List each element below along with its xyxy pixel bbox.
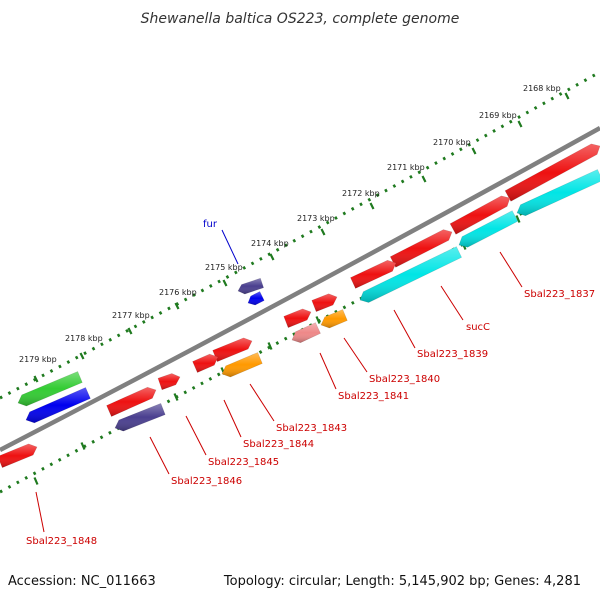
inner-major-tick xyxy=(515,215,521,223)
outer-major-tick xyxy=(320,228,326,236)
outer-major-tick xyxy=(369,202,375,210)
kbp-label: 2174 kbp xyxy=(251,239,289,248)
gene-feature-sbal223-1844-shading xyxy=(192,354,218,373)
inner-scale-ring xyxy=(0,170,600,494)
inner-major-tick xyxy=(315,316,321,324)
leader-sbal223-1845 xyxy=(185,415,207,456)
gene-features xyxy=(0,143,600,468)
leader-sbal223-1843 xyxy=(249,383,275,422)
kbp-label: 2179 kbp xyxy=(19,355,57,364)
inner-major-tick xyxy=(33,477,39,485)
leader-sbal223-1839 xyxy=(393,309,416,349)
kbp-label: 2178 kbp xyxy=(65,334,103,343)
inner-major-tick xyxy=(173,393,179,401)
gene-feature-fur-shading xyxy=(248,291,265,305)
gene-feature-succ-shading xyxy=(390,229,452,268)
gene-feature-green-1849-shading xyxy=(18,371,83,406)
kbp-label: 2169 kbp xyxy=(479,111,517,120)
leader-sbal223-1848 xyxy=(35,491,45,533)
gene-feature-sbal223-1843-shading xyxy=(212,337,252,362)
kbp-labels: 2168 kbp 2169 kbp 2170 kbp 2171 kbp 2172 kbp… xyxy=(19,84,561,364)
leader-sbal223-1837 xyxy=(499,251,523,288)
leader-sbal223-1840 xyxy=(343,337,368,373)
topology-text: Topology: circular; Length: 5,145,902 bp… xyxy=(223,574,581,589)
map-title: Shewanella baltica OS223, complete genom… xyxy=(141,11,460,27)
gene-feature-sbal223-1846-shading xyxy=(106,387,156,417)
kbp-label: 2168 kbp xyxy=(523,84,561,93)
outer-major-tick xyxy=(269,253,275,261)
gene-label-sbal223-1844: Sbal223_1844 xyxy=(243,439,314,450)
gene-label-sbal223-1841: Sbal223_1841 xyxy=(338,391,409,402)
genome-backbone xyxy=(0,126,600,452)
gene-feature-pink-1841-shading xyxy=(292,322,321,343)
leader-sbal223-1846 xyxy=(149,436,170,475)
outer-major-tick xyxy=(564,92,570,100)
kbp-label: 2176 kbp xyxy=(159,288,197,297)
gene-feature-sbal223-1837-shading xyxy=(450,195,510,235)
gene-feature-orange-1843-shading xyxy=(222,352,263,377)
kbp-label: 2173 kbp xyxy=(297,214,335,223)
gene-feature-slate-1846-shading xyxy=(115,403,166,432)
gene-feature-cyan-1837-shading xyxy=(459,210,518,248)
gene-label-sbal223-1840: Sbal223_1840 xyxy=(369,374,440,385)
leader-sbal223-1841 xyxy=(319,352,337,390)
outer-major-tick xyxy=(421,175,427,183)
kbp-label: 2172 kbp xyxy=(342,189,380,198)
outer-major-tick xyxy=(127,327,133,335)
gene-label-fur: fur xyxy=(203,219,218,230)
gene-feature-sbal223-1841-shading xyxy=(283,308,311,328)
gene-feature-cyan-succ-shading xyxy=(360,246,462,303)
gene-feature-slate-fur-shading xyxy=(238,278,264,294)
leader-succ xyxy=(440,285,464,321)
leader-fur xyxy=(221,229,239,265)
outer-major-tick xyxy=(79,352,85,360)
gene-feature-cyan-1836-shading xyxy=(517,169,600,216)
outer-major-tick xyxy=(471,147,477,155)
gene-feature-sbal223-1845-shading xyxy=(158,373,180,390)
kbp-label: 2170 kbp xyxy=(433,138,471,147)
kbp-label: 2177 kbp xyxy=(112,311,150,320)
inner-major-tick xyxy=(267,342,273,350)
gene-feature-sbal223-1839-shading xyxy=(350,260,396,289)
outer-major-tick xyxy=(33,375,39,383)
gene-label-sbal223-1848: Sbal223_1848 xyxy=(26,536,97,547)
gene-feature-orange-1840-shading xyxy=(321,309,348,328)
gene-label-sbal223-1845: Sbal223_1845 xyxy=(208,457,279,468)
accession-text: Accession: NC_011663 xyxy=(8,574,156,589)
kbp-label: 2175 kbp xyxy=(205,263,243,272)
gene-label-sbal223-1846: Sbal223_1846 xyxy=(171,476,242,487)
outer-scale-ring xyxy=(0,70,600,400)
gene-label-succ: sucC xyxy=(466,322,490,333)
leader-sbal223-1844 xyxy=(223,399,242,438)
kbp-label: 2171 kbp xyxy=(387,163,425,172)
gene-label-sbal223-1839: Sbal223_1839 xyxy=(417,349,488,360)
gene-feature-sbal223-1840-shading xyxy=(311,293,337,312)
outer-major-tick xyxy=(517,120,523,128)
gene-label-sbal223-1843: Sbal223_1843 xyxy=(276,423,347,434)
gene-feature-sbal223-1836-shading xyxy=(505,143,600,202)
gene-feature-sbal223-1848-shading xyxy=(0,443,37,468)
inner-major-tick xyxy=(80,442,86,450)
outer-major-tick xyxy=(222,279,228,287)
gene-feature-blue-1849-shading xyxy=(26,387,91,423)
gene-label-sbal223-1837: Sbal223_1837 xyxy=(524,289,595,300)
outer-major-tick xyxy=(174,302,180,310)
label-leader-lines xyxy=(35,229,523,533)
